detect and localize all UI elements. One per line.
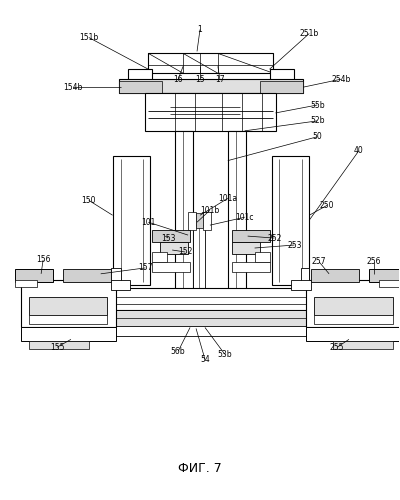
Bar: [314, 296, 393, 314]
Text: 157: 157: [138, 264, 153, 272]
Text: 56b: 56b: [171, 347, 186, 356]
Bar: [15, 280, 37, 286]
Text: 255: 255: [330, 343, 344, 352]
Bar: [148, 54, 274, 73]
Bar: [113, 326, 309, 336]
Text: 55b: 55b: [310, 100, 324, 110]
Bar: [314, 314, 393, 324]
Bar: [369, 269, 400, 282]
Bar: [152, 252, 167, 262]
Text: 254b: 254b: [331, 74, 351, 84]
Bar: [291, 280, 311, 289]
Bar: [270, 70, 294, 81]
Bar: [175, 131, 193, 290]
Bar: [260, 81, 303, 93]
Bar: [301, 268, 309, 282]
Bar: [29, 296, 107, 314]
Bar: [188, 212, 196, 230]
Bar: [152, 230, 190, 242]
Text: 101a: 101a: [218, 194, 237, 203]
Text: 17: 17: [215, 74, 225, 84]
Text: 50: 50: [312, 132, 322, 141]
Bar: [29, 314, 107, 324]
Bar: [145, 93, 276, 131]
Bar: [29, 342, 89, 349]
Text: 155: 155: [50, 343, 64, 352]
Bar: [203, 212, 211, 230]
Text: 101b: 101b: [200, 206, 220, 215]
Bar: [317, 288, 347, 310]
Text: 153: 153: [161, 234, 176, 242]
Bar: [21, 328, 116, 342]
Bar: [333, 342, 393, 349]
Text: 251b: 251b: [300, 29, 319, 38]
Bar: [306, 328, 400, 342]
Bar: [228, 131, 246, 290]
Text: 253: 253: [287, 240, 302, 250]
Bar: [192, 320, 201, 328]
Bar: [128, 70, 152, 81]
Bar: [152, 262, 190, 272]
Text: 101c: 101c: [236, 212, 254, 222]
Bar: [118, 79, 303, 93]
Bar: [309, 288, 317, 328]
Text: 256: 256: [366, 258, 381, 266]
Text: 150: 150: [82, 196, 96, 205]
Text: 152: 152: [178, 248, 192, 256]
Bar: [232, 262, 270, 272]
Bar: [113, 310, 309, 328]
Bar: [111, 280, 130, 289]
Bar: [188, 314, 204, 322]
Text: 1: 1: [198, 25, 202, 34]
Bar: [113, 156, 150, 285]
Bar: [255, 252, 270, 262]
Text: ФИГ. 7: ФИГ. 7: [178, 462, 222, 475]
Bar: [113, 288, 309, 310]
Text: 151b: 151b: [79, 33, 98, 42]
Bar: [232, 242, 260, 254]
Text: 154b: 154b: [63, 82, 82, 92]
Text: 15: 15: [195, 74, 205, 84]
Bar: [272, 156, 309, 285]
Bar: [311, 269, 359, 282]
Text: 16: 16: [173, 74, 183, 84]
Bar: [15, 269, 53, 282]
Bar: [111, 268, 120, 282]
Bar: [379, 280, 400, 286]
Bar: [193, 225, 205, 314]
Text: 252: 252: [267, 234, 282, 242]
Text: 54: 54: [200, 354, 210, 364]
Text: 257: 257: [312, 258, 326, 266]
Text: 53b: 53b: [218, 350, 232, 359]
Text: 156: 156: [36, 256, 50, 264]
Bar: [306, 280, 400, 328]
Text: 101: 101: [141, 218, 156, 226]
Text: 250: 250: [320, 201, 334, 210]
Bar: [63, 269, 111, 282]
Text: 52b: 52b: [310, 116, 324, 126]
Bar: [196, 214, 203, 228]
Text: 40: 40: [354, 146, 364, 155]
Bar: [118, 81, 162, 93]
Bar: [21, 280, 116, 328]
Bar: [232, 230, 270, 242]
Bar: [160, 242, 188, 254]
